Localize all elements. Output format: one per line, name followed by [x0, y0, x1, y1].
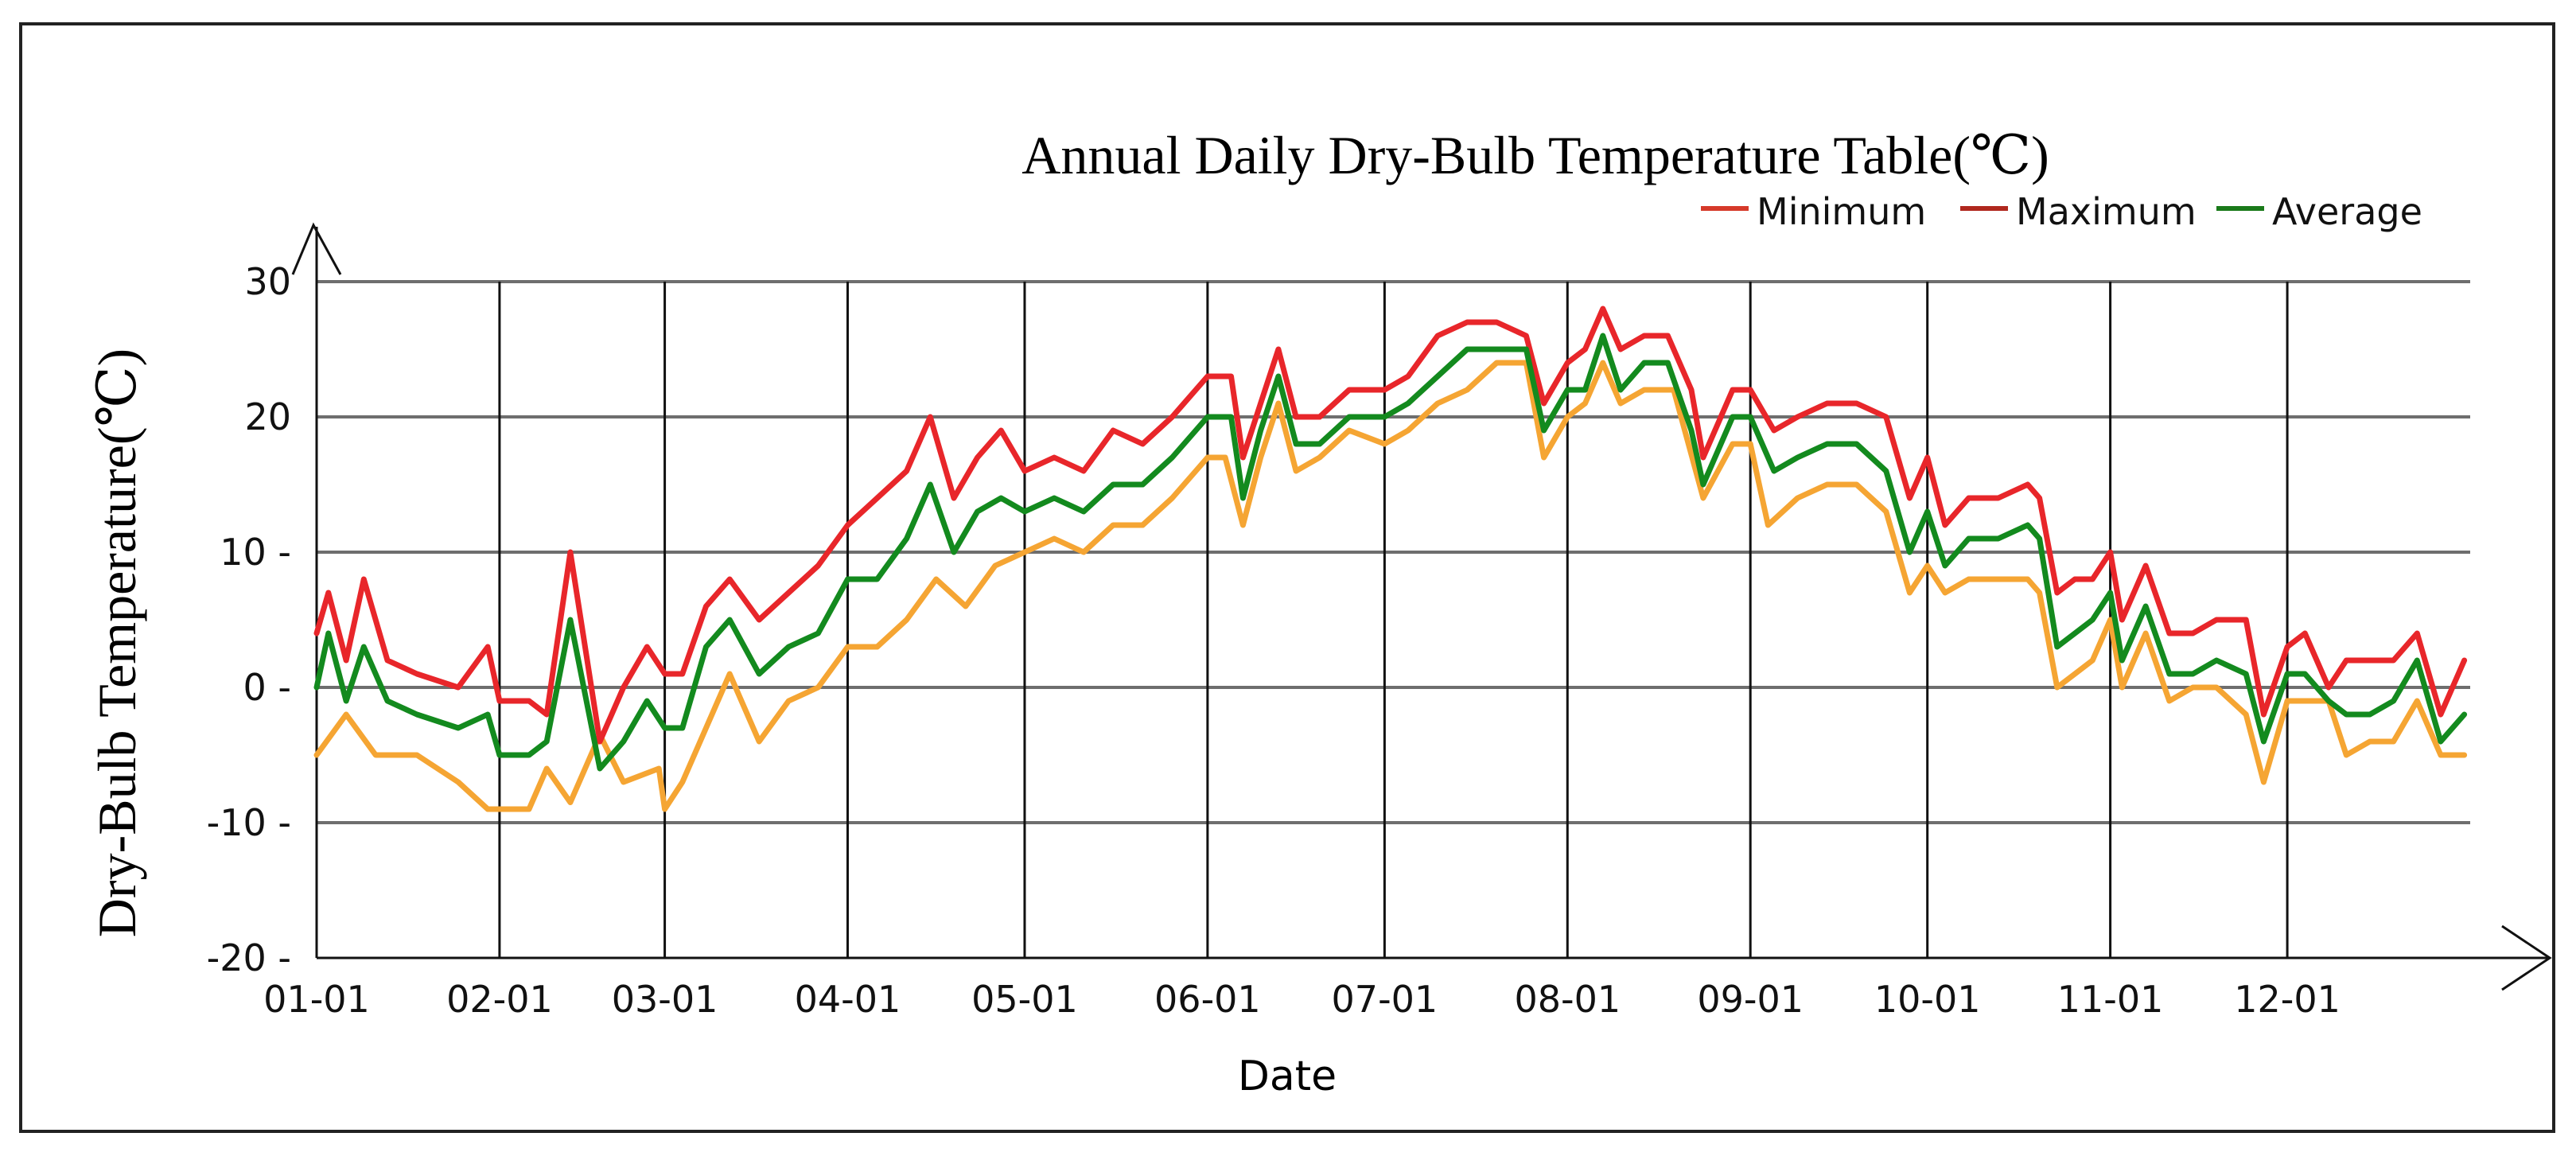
- y-tick-label: 10 -: [220, 531, 291, 574]
- x-tick-label: 04-01: [795, 978, 901, 1021]
- y-tick-label: -20 -: [207, 936, 291, 979]
- chart-title: Annual Daily Dry-Bulb Temperature Table(…: [1021, 125, 2049, 185]
- legend-label-maximum: Maximum: [2016, 190, 2197, 233]
- x-tick-label: 02-01: [446, 978, 553, 1021]
- tick-labels: 30 20 10 - 0 - -10 - -20 -01-01 02-01 03-01 04-0…: [207, 260, 2341, 1021]
- y-tick-label: 20: [244, 395, 291, 438]
- x-axis-label: Date: [1238, 1053, 1337, 1100]
- x-tick-label: 10-01: [1874, 978, 1981, 1021]
- y-tick-label: 0 -: [243, 666, 292, 709]
- series-line-average: [313, 333, 2468, 772]
- series-line-minimum: [313, 360, 2468, 812]
- x-tick-label: 05-01: [971, 978, 1078, 1021]
- y-tick-label: -10 -: [207, 801, 291, 844]
- x-tick-label: 07-01: [1332, 978, 1438, 1021]
- chart-frame: [19, 22, 2555, 1133]
- axes: [291, 222, 2552, 991]
- x-tick-label: 01-01: [263, 978, 370, 1021]
- x-tick-label: 11-01: [2057, 978, 2164, 1021]
- y-axis-arrow: [291, 222, 342, 275]
- x-tick-label: 06-01: [1154, 978, 1261, 1021]
- series-line-maximum: [313, 306, 2468, 745]
- x-tick-label: 08-01: [1514, 978, 1621, 1021]
- legend-label-average: Average: [2272, 190, 2422, 233]
- legend: Minimum Maximum Average: [1701, 190, 2422, 233]
- x-axis-arrow: [2501, 924, 2552, 991]
- x-tick-label: 12-01: [2234, 978, 2341, 1021]
- y-axis-label: Dry-Bulb Temperature(℃): [87, 348, 147, 937]
- x-tick-label: 03-01: [612, 978, 718, 1021]
- x-tick-label: 09-01: [1697, 978, 1804, 1021]
- y-tick-label: 30: [244, 260, 291, 303]
- legend-label-minimum: Minimum: [1757, 190, 1926, 233]
- series-lines: [313, 306, 2468, 812]
